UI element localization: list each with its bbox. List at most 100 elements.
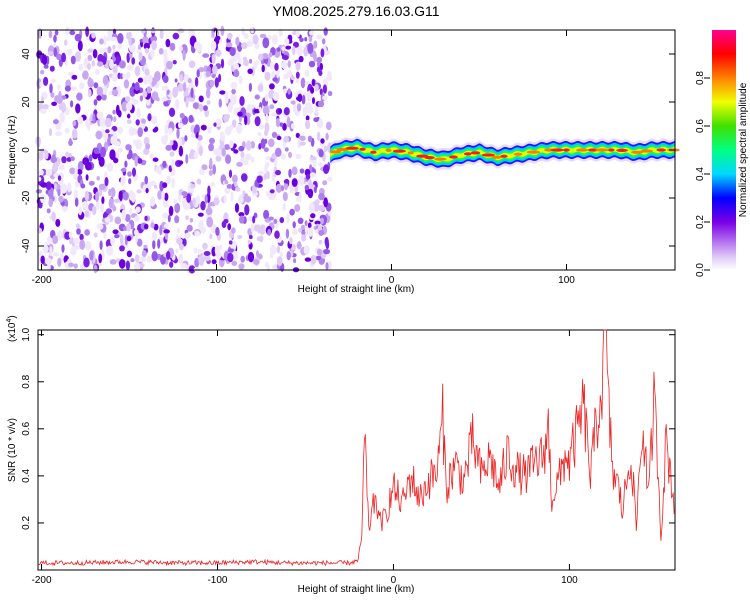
spectrogram-cell [96, 86, 104, 97]
spectrogram-cell [93, 232, 98, 238]
spectrogram-cell [176, 227, 181, 234]
spectrogram-cell [207, 202, 211, 214]
spectrogram-cell [95, 191, 100, 203]
spectrogram-cell [310, 213, 316, 219]
spectrogram-cell [269, 61, 274, 70]
spectrogram-cell [244, 204, 250, 216]
spectrogram-cell [220, 58, 225, 69]
spectrogram-cell [283, 135, 290, 143]
spectrogram-cell [323, 145, 328, 153]
spectrogram-cell [110, 135, 118, 146]
spectrogram-cell [298, 227, 302, 233]
spectrogram-x-tick-label: -200 [31, 275, 51, 286]
spectrogram-cell [161, 135, 168, 145]
spectrogram-cell [308, 35, 313, 43]
spectrogram-cell [282, 123, 287, 131]
spectrogram-cell [295, 132, 300, 139]
spectrogram-cell [240, 255, 245, 263]
spectrogram-cell [109, 59, 114, 69]
spectrogram-cell [40, 96, 44, 104]
spectrogram-cell [38, 251, 43, 257]
spectrogram-cell [200, 124, 207, 131]
spectrogram-cell [223, 144, 231, 150]
spectrogram-cell [112, 229, 119, 235]
spectrogram-cell [241, 42, 248, 50]
spectrogram-cell [178, 253, 184, 265]
spectrogram-cell [48, 30, 53, 39]
spectrogram-cell [169, 42, 176, 51]
spectrogram-cell [68, 262, 75, 268]
spectrogram-cell [131, 193, 136, 203]
spectrogram-cell [307, 188, 314, 199]
spectrogram-cell [271, 131, 278, 138]
spectrogram-cell [189, 218, 194, 223]
spectrogram-cell [229, 124, 234, 131]
spectrogram-cell [285, 228, 290, 239]
spectrogram-cell [137, 158, 143, 164]
spectrogram-cell [162, 212, 169, 220]
spectrogram-cell [288, 37, 293, 43]
spectrogram-cell [157, 190, 163, 200]
spectrogram-cell [147, 113, 152, 122]
spectrogram-cell [244, 115, 248, 126]
spectrogram-cell [205, 88, 211, 99]
spectrogram-cell [172, 60, 177, 65]
spectrogram-cell [103, 47, 108, 53]
spectrogram-cell [262, 105, 270, 115]
spectrogram-cell [307, 42, 314, 54]
spectrogram-cell [121, 101, 128, 112]
spectrogram-cell [93, 99, 98, 106]
spectrogram-cell [130, 258, 135, 263]
spectrogram-cell [79, 233, 84, 241]
spectrogram-cell [162, 160, 167, 168]
spectrogram-y-tick-label: 40 [21, 48, 32, 60]
spectrogram-cell [286, 116, 291, 128]
spectrogram-cell [92, 205, 97, 216]
spectrogram-cell [320, 48, 325, 58]
spectrogram-cell [239, 157, 247, 163]
spectrogram-cell [177, 83, 184, 92]
spectrogram-ridge-peak [526, 150, 541, 154]
spectrogram-cell [44, 150, 49, 160]
spectrogram-cell [243, 193, 249, 202]
spectrogram-cell [281, 61, 288, 70]
spectrogram-cell [120, 176, 127, 185]
spectrogram-cell [65, 26, 70, 35]
spectrogram-ridge-peak [608, 148, 615, 152]
spectrogram-cell [151, 40, 158, 51]
spectrogram-cell [87, 122, 91, 131]
spectrogram-cell [244, 153, 252, 161]
spectrogram-cell [314, 106, 319, 115]
spectrogram-cell [259, 224, 266, 236]
spectrogram-cell [45, 168, 53, 177]
spectrogram-cell [74, 51, 82, 62]
spectrogram-cell [38, 169, 44, 176]
spectrogram-cell [76, 92, 83, 101]
spectrogram-cell [66, 157, 72, 162]
spectrogram-cell [210, 181, 215, 188]
spectrogram-cell [79, 82, 85, 90]
spectrogram-cell [169, 139, 174, 146]
spectrogram-cell [219, 90, 226, 95]
spectrogram-cell [118, 190, 123, 202]
spectrogram-cell [309, 30, 315, 36]
spectrogram-cell [230, 81, 238, 90]
spectrogram-cell [55, 218, 61, 227]
spectrogram-cell [93, 264, 98, 274]
spectrogram-cell [194, 257, 200, 268]
spectrogram-cell [323, 164, 330, 175]
spectrogram-cell [70, 100, 74, 108]
spectrogram-cell [140, 256, 147, 263]
spectrogram-cell [197, 212, 204, 217]
spectrogram-cell [272, 77, 278, 82]
spectrogram-cell [128, 36, 132, 46]
spectrogram-cell [36, 176, 42, 182]
spectrogram-cell [190, 184, 196, 189]
spectrogram-cell [112, 109, 116, 115]
spectrogram-cell [176, 128, 180, 139]
spectrogram-cell [295, 29, 300, 38]
spectrogram-cell [218, 73, 222, 83]
spectrogram-cell [286, 251, 291, 261]
spectrogram-cell [202, 105, 208, 111]
spectrogram-cell [67, 71, 74, 76]
